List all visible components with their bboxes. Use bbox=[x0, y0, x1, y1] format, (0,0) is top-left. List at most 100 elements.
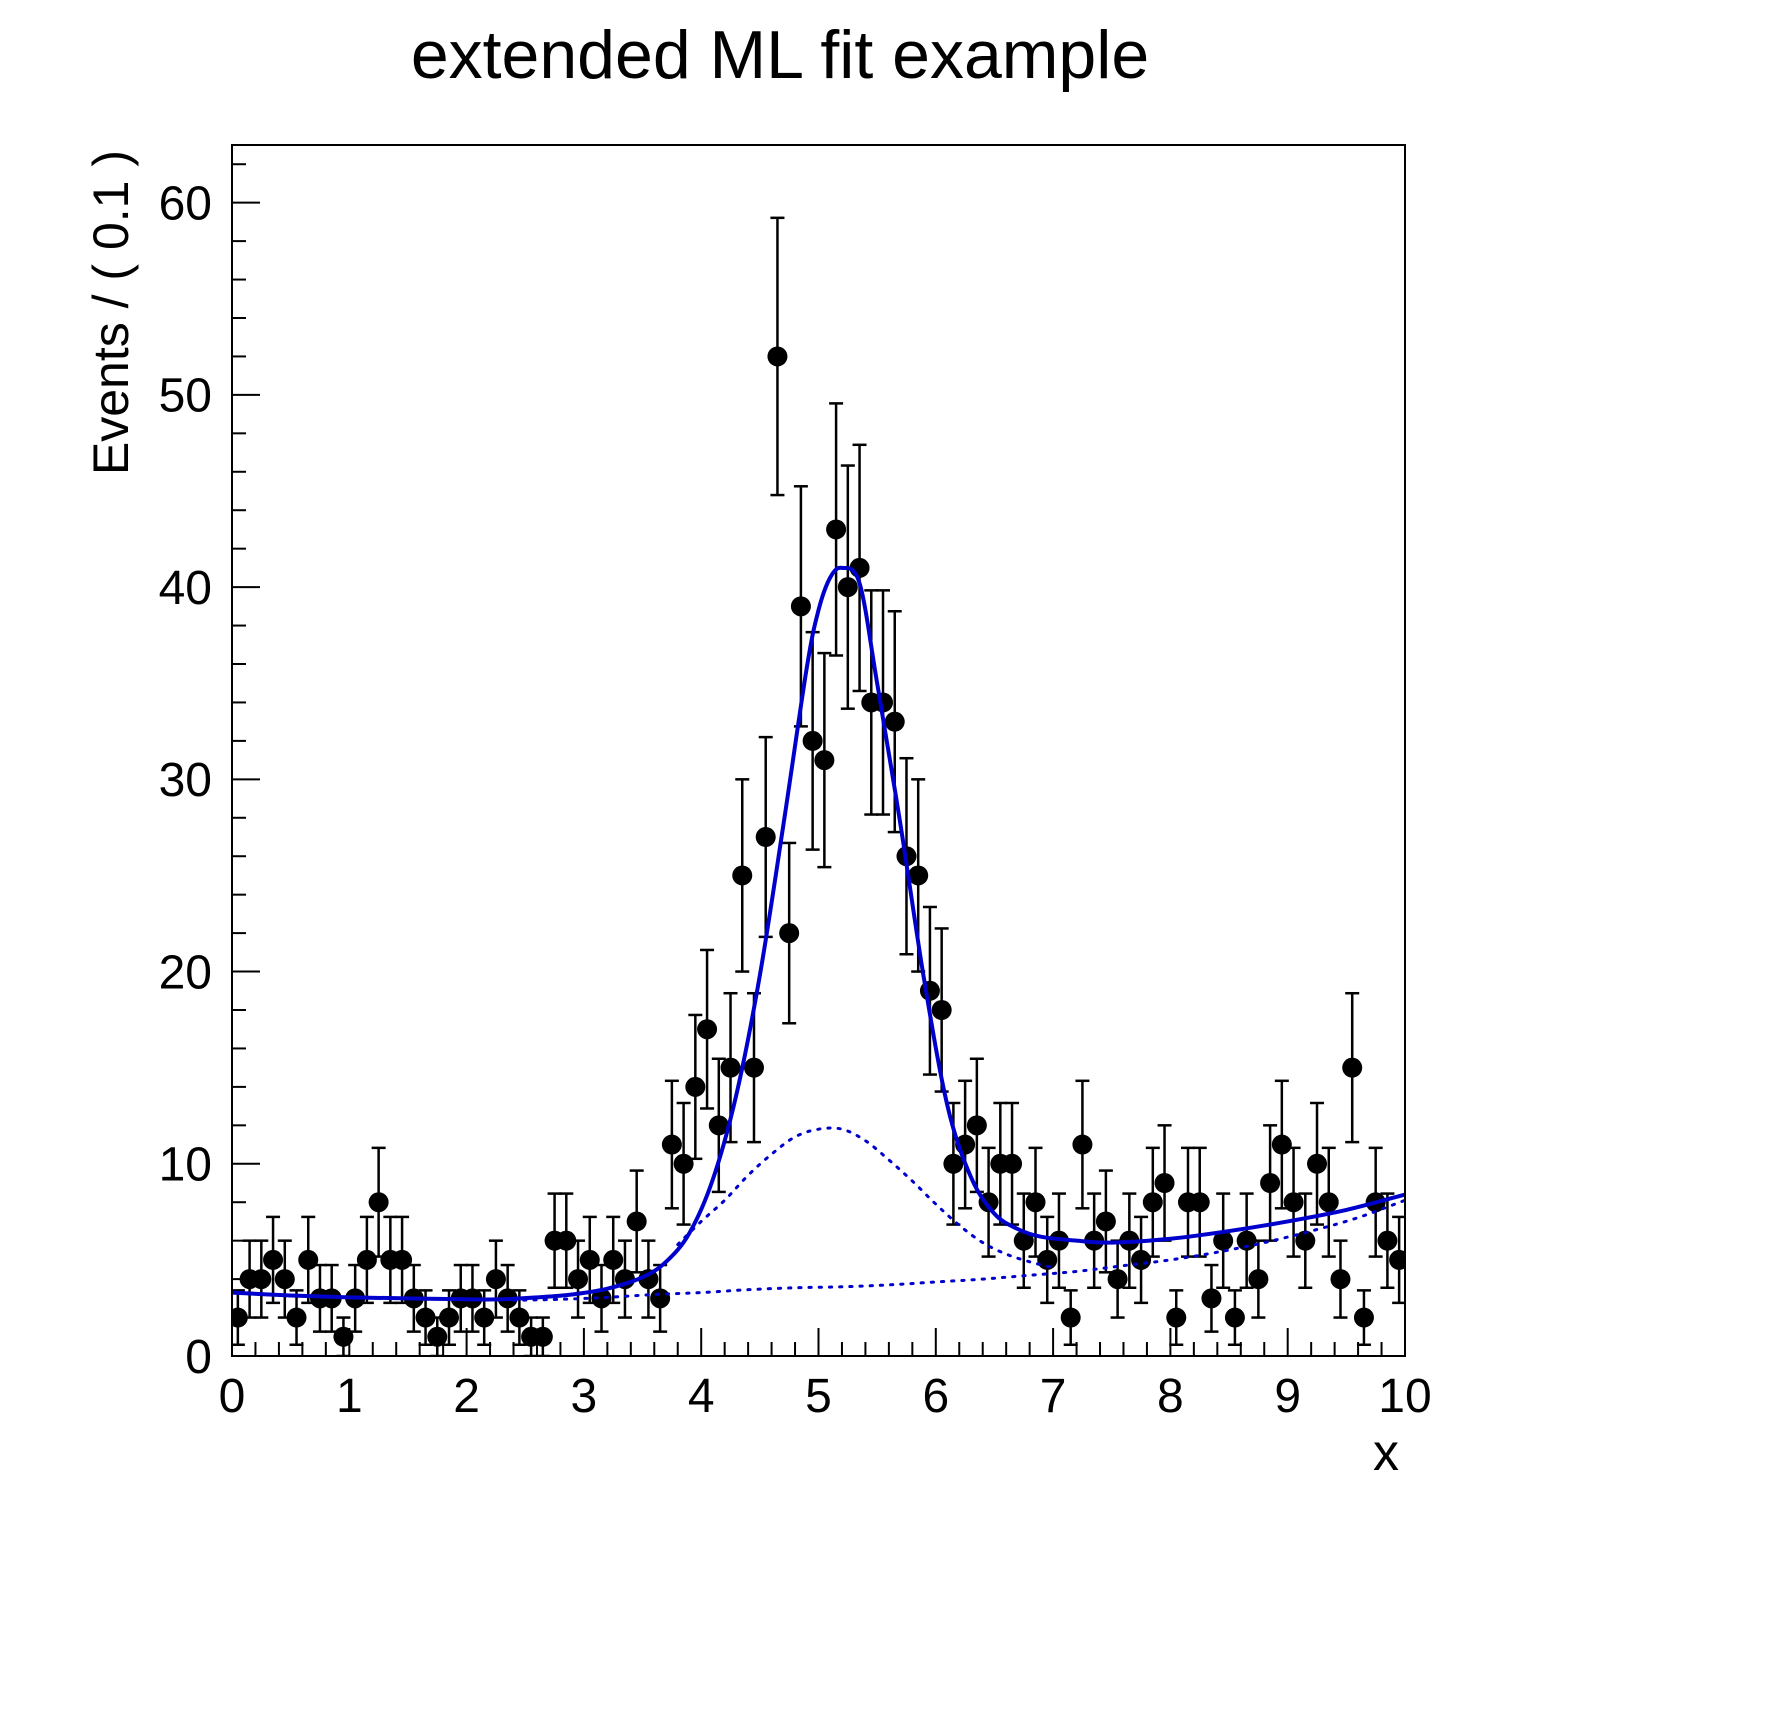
data-point bbox=[708, 1115, 729, 1136]
data-point bbox=[1025, 1192, 1046, 1213]
y-tick-label: 60 bbox=[159, 177, 212, 230]
data-point bbox=[298, 1249, 319, 1270]
plot-frame bbox=[231, 144, 1406, 1357]
data-point bbox=[931, 1000, 952, 1020]
data-point bbox=[1389, 1249, 1405, 1270]
data-point bbox=[1377, 1230, 1398, 1251]
x-tick-label: 6 bbox=[922, 1370, 949, 1423]
data-point bbox=[743, 1057, 764, 1078]
data-series bbox=[232, 216, 1405, 1356]
data-point bbox=[509, 1307, 530, 1328]
data-point bbox=[626, 1211, 647, 1232]
data-point bbox=[732, 865, 753, 886]
data-point bbox=[1201, 1288, 1222, 1309]
data-point bbox=[720, 1057, 741, 1078]
data-point bbox=[579, 1249, 600, 1270]
data-point bbox=[1189, 1192, 1210, 1213]
x-tick-label: 10 bbox=[1378, 1370, 1431, 1423]
total-fit-curve bbox=[232, 565, 1405, 1302]
data-point bbox=[966, 1115, 987, 1136]
chart-title: extended ML fit example bbox=[410, 17, 1150, 93]
data-point bbox=[1213, 1230, 1234, 1251]
data-point bbox=[1283, 1192, 1304, 1213]
x-tick-label: 0 bbox=[219, 1370, 246, 1423]
axis-labels: 0 1 2 3 4 5 6 7 8 9 10 0 10 20 30 40 50 60 bbox=[159, 177, 1432, 1423]
data-point bbox=[356, 1249, 377, 1270]
data-point bbox=[1342, 1057, 1363, 1078]
data-point bbox=[251, 1269, 272, 1290]
data-point bbox=[943, 1153, 964, 1174]
data-point bbox=[1107, 1269, 1128, 1290]
data-point bbox=[1260, 1173, 1281, 1193]
data-point bbox=[790, 596, 811, 617]
data-point bbox=[603, 1249, 624, 1270]
x-tick-label: 4 bbox=[688, 1370, 715, 1423]
data-point bbox=[1072, 1134, 1093, 1155]
data-point bbox=[532, 1326, 553, 1347]
data-point bbox=[485, 1269, 506, 1290]
data-point bbox=[274, 1269, 295, 1290]
data-point bbox=[1060, 1307, 1081, 1328]
data-point bbox=[755, 827, 776, 847]
data-point bbox=[474, 1307, 495, 1328]
x-tick-label: 5 bbox=[805, 1370, 832, 1423]
data-point bbox=[1154, 1173, 1175, 1193]
data-point bbox=[673, 1153, 694, 1174]
data-point bbox=[1166, 1307, 1187, 1328]
data-point bbox=[286, 1307, 307, 1328]
x-tick-label: 8 bbox=[1157, 1370, 1184, 1423]
data-point bbox=[1271, 1134, 1292, 1155]
data-point bbox=[263, 1249, 284, 1270]
x-tick-label: 3 bbox=[571, 1370, 598, 1423]
data-point bbox=[837, 577, 858, 598]
background-component-curve bbox=[512, 1198, 1405, 1302]
data-point bbox=[650, 1288, 671, 1309]
data-point bbox=[814, 750, 835, 771]
data-point bbox=[1224, 1307, 1245, 1328]
data-point bbox=[1330, 1269, 1351, 1290]
data-point bbox=[427, 1326, 448, 1347]
data-point bbox=[368, 1192, 389, 1213]
y-tick-label: 20 bbox=[159, 946, 212, 999]
data-point bbox=[1236, 1230, 1257, 1251]
x-tick-label: 2 bbox=[453, 1370, 480, 1423]
wide-signal-plus-background-component-curve bbox=[676, 1126, 1055, 1270]
data-point bbox=[884, 711, 905, 732]
fit-curves bbox=[232, 565, 1405, 1302]
data-point bbox=[1142, 1192, 1163, 1213]
data-point bbox=[439, 1307, 460, 1328]
y-tick-label: 50 bbox=[159, 370, 212, 423]
data-point bbox=[826, 519, 847, 540]
data-point bbox=[1095, 1211, 1116, 1232]
data-point bbox=[1002, 1153, 1023, 1174]
data-point bbox=[767, 346, 788, 367]
x-tick-label: 7 bbox=[1040, 1370, 1067, 1423]
y-tick-label: 0 bbox=[185, 1331, 212, 1384]
x-axis-title: x bbox=[1373, 1424, 1399, 1482]
data-point bbox=[1248, 1269, 1269, 1290]
data-point bbox=[556, 1230, 577, 1251]
x-tick-label: 9 bbox=[1274, 1370, 1301, 1423]
data-point bbox=[568, 1269, 589, 1290]
data-point bbox=[1131, 1249, 1152, 1270]
data-point bbox=[1295, 1230, 1316, 1251]
data-point bbox=[1037, 1249, 1058, 1270]
axis-ticks bbox=[231, 163, 1406, 1357]
data-point bbox=[333, 1326, 354, 1347]
data-point bbox=[697, 1019, 718, 1040]
data-point bbox=[802, 730, 823, 751]
y-tick-label: 30 bbox=[159, 754, 212, 807]
data-point bbox=[661, 1134, 682, 1155]
data-point bbox=[1307, 1153, 1328, 1174]
data-point bbox=[1318, 1192, 1339, 1213]
y-tick-label: 10 bbox=[159, 1139, 212, 1192]
data-point bbox=[685, 1076, 706, 1097]
data-point bbox=[415, 1307, 436, 1328]
y-tick-label: 40 bbox=[159, 562, 212, 615]
data-point bbox=[1013, 1230, 1034, 1251]
x-tick-label: 1 bbox=[336, 1370, 363, 1423]
data-point bbox=[779, 923, 800, 944]
data-point bbox=[908, 865, 929, 886]
